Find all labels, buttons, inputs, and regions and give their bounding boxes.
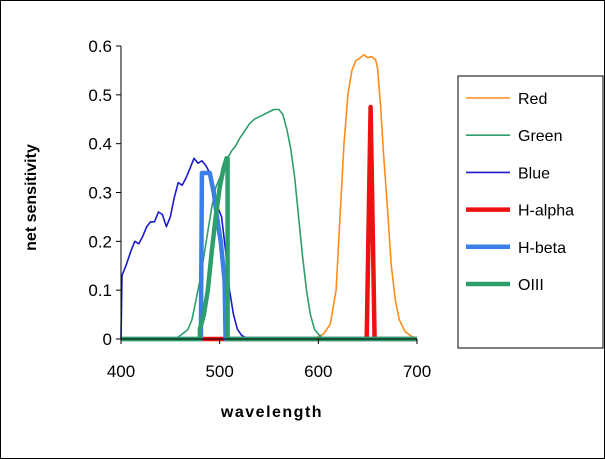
legend-label-blue: Blue bbox=[518, 165, 550, 182]
x-tick-label: 700 bbox=[403, 362, 431, 381]
legend-label-h-alpha: H-alpha bbox=[518, 203, 574, 220]
y-tick-label: 0.3 bbox=[88, 184, 112, 203]
legend-label-red: Red bbox=[518, 91, 547, 108]
y-tick-label: 0.6 bbox=[88, 37, 112, 56]
series-line-blue bbox=[120, 157, 417, 340]
legend-label-oiii: OIII bbox=[518, 277, 544, 294]
legend-label-green: Green bbox=[518, 128, 562, 145]
series-line-oiii bbox=[121, 156, 417, 342]
legend-box bbox=[457, 75, 604, 349]
series-line-red bbox=[313, 53, 418, 340]
axes bbox=[116, 45, 418, 344]
x-tick-label: 600 bbox=[304, 362, 332, 381]
x-tick-label: 500 bbox=[205, 362, 233, 381]
legend-label-h-beta: H-beta bbox=[518, 240, 566, 257]
y-tick-label: 0.4 bbox=[88, 135, 112, 154]
x-tick-label: 400 bbox=[107, 362, 135, 381]
tick-labels: 0 0.1 0.2 0.3 0.4 0.5 0.6 400 500 600 700 bbox=[88, 37, 431, 381]
x-axis-title: wavelength bbox=[220, 404, 323, 421]
y-tick-label: 0.1 bbox=[88, 281, 112, 300]
y-tick-label: 0.5 bbox=[88, 86, 112, 105]
y-tick-label: 0 bbox=[103, 330, 112, 349]
y-tick-label: 0.2 bbox=[88, 232, 112, 251]
y-axis-title: net sensitivity bbox=[23, 144, 40, 251]
legend: Red Green Blue H-alpha H-beta OIII bbox=[457, 75, 604, 349]
